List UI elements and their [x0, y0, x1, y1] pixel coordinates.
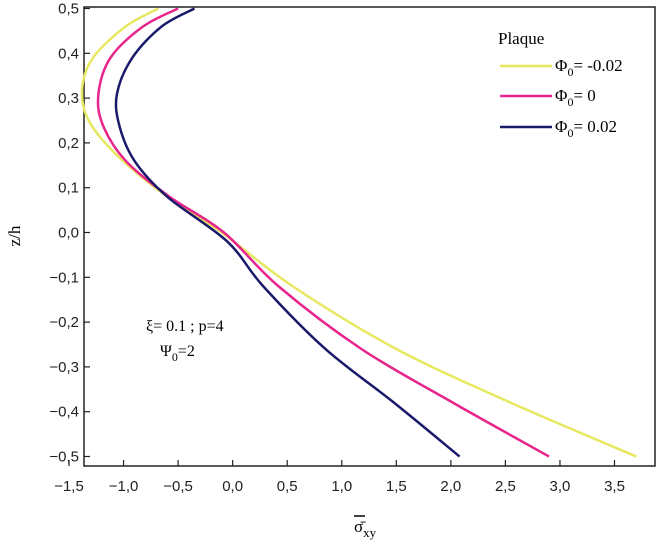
legend-label-main: Φ	[555, 56, 567, 75]
legend-label-sub: 0	[567, 95, 573, 109]
y-tick-label: 0,3	[58, 90, 79, 107]
y-axis-ticks: 0,5 0,4 0,3 0,2 0,1 0,0 −0,1 −0,2 −0,3 −0,4 −0,5	[49, 1, 90, 466]
x-axis-title-main: σ̄	[354, 517, 366, 536]
y-tick-label: −0,5	[49, 449, 79, 466]
svg-text:Ψ0=2: Ψ0=2	[160, 343, 195, 364]
x-tick-label: 0,0	[222, 478, 243, 495]
y-tick-label: −0,4	[49, 404, 79, 421]
y-tick-label: −0,1	[49, 269, 79, 286]
y-tick-label: −0,2	[49, 314, 79, 331]
y-tick-label: 0,5	[58, 1, 79, 18]
svg-text:Φ0= 0: Φ0= 0	[555, 86, 596, 109]
x-axis-title: σ̄xy	[354, 515, 377, 540]
legend-label-main: Φ	[555, 117, 567, 136]
x-tick-label: −1,0	[109, 478, 139, 495]
annotation-line-1: ξ= 0.1 ; p=4	[146, 318, 224, 335]
x-tick-label: 3,0	[550, 478, 571, 495]
y-tick-label: 0,4	[58, 45, 79, 62]
y-tick-label: 0,0	[58, 225, 79, 242]
svg-text:Φ0= -0.02: Φ0= -0.02	[555, 56, 623, 79]
legend-title: Plaque	[498, 29, 544, 48]
x-axis-title-subscript: xy	[363, 525, 377, 540]
x-tick-label: −1,5	[54, 478, 84, 495]
legend-label-sub: 0	[567, 126, 573, 140]
legend-entry: Φ0= 0.02	[500, 117, 617, 140]
parameter-annotation: ξ= 0.1 ; p=4 Ψ0=2	[146, 318, 224, 364]
svg-text:σ̄xy: σ̄xy	[354, 517, 377, 540]
legend-label-main: Φ	[555, 86, 567, 105]
legend-label-tail: = 0.02	[573, 117, 617, 136]
legend: Plaque Φ0= -0.02 Φ0= 0 Φ0= 0.02	[498, 29, 623, 140]
legend-entry: Φ0= -0.02	[500, 56, 623, 79]
x-tick-label: −0,5	[163, 478, 193, 495]
annotation-line-2-main: Ψ	[160, 343, 172, 360]
y-tick-label: −0,3	[49, 359, 79, 376]
x-tick-label: 1,5	[386, 478, 407, 495]
x-tick-label: 1,0	[331, 478, 352, 495]
legend-label-sub: 0	[567, 65, 573, 79]
svg-text:Φ0= 0.02: Φ0= 0.02	[555, 117, 617, 140]
legend-label-tail: = -0.02	[573, 56, 622, 75]
y-tick-label: 0,2	[58, 135, 79, 152]
x-tick-label: 3,5	[604, 478, 625, 495]
x-tick-label: 0,5	[277, 478, 298, 495]
series-line	[114, 7, 461, 458]
annotation-line-2-sub: 0	[172, 350, 178, 364]
x-tick-label: 2,0	[440, 478, 461, 495]
legend-entry: Φ0= 0	[500, 86, 596, 109]
annotation-line-2-tail: =2	[178, 343, 195, 360]
y-tick-label: 0,1	[58, 180, 79, 197]
plot-frame	[83, 6, 656, 467]
series-line	[96, 7, 550, 458]
x-axis-ticks: −1,5 −1,0 −0,5 0,0 0,5 1,0 1,5 2,0 2,5 3,0 3,5	[54, 460, 625, 495]
legend-label-tail: = 0	[573, 86, 595, 105]
series-line	[80, 7, 637, 458]
y-axis-title: z/h	[5, 225, 24, 246]
x-tick-label: 2,5	[495, 478, 516, 495]
series-lines	[80, 7, 637, 458]
